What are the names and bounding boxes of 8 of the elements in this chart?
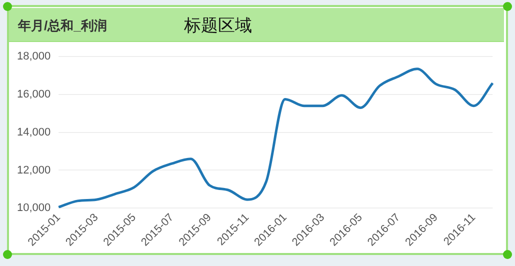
y-tick-label: 18,000 <box>16 50 51 63</box>
y-tick-label: 10,000 <box>16 202 51 214</box>
chart-subtitle: 年月/总和_利润 <box>18 17 107 35</box>
y-tick-label: 12,000 <box>16 164 51 176</box>
chart-title: 标题区域 <box>184 15 252 37</box>
y-tick-label: 14,000 <box>16 126 51 138</box>
line-series <box>57 68 494 208</box>
y-tick-label: 16,000 <box>16 88 51 101</box>
